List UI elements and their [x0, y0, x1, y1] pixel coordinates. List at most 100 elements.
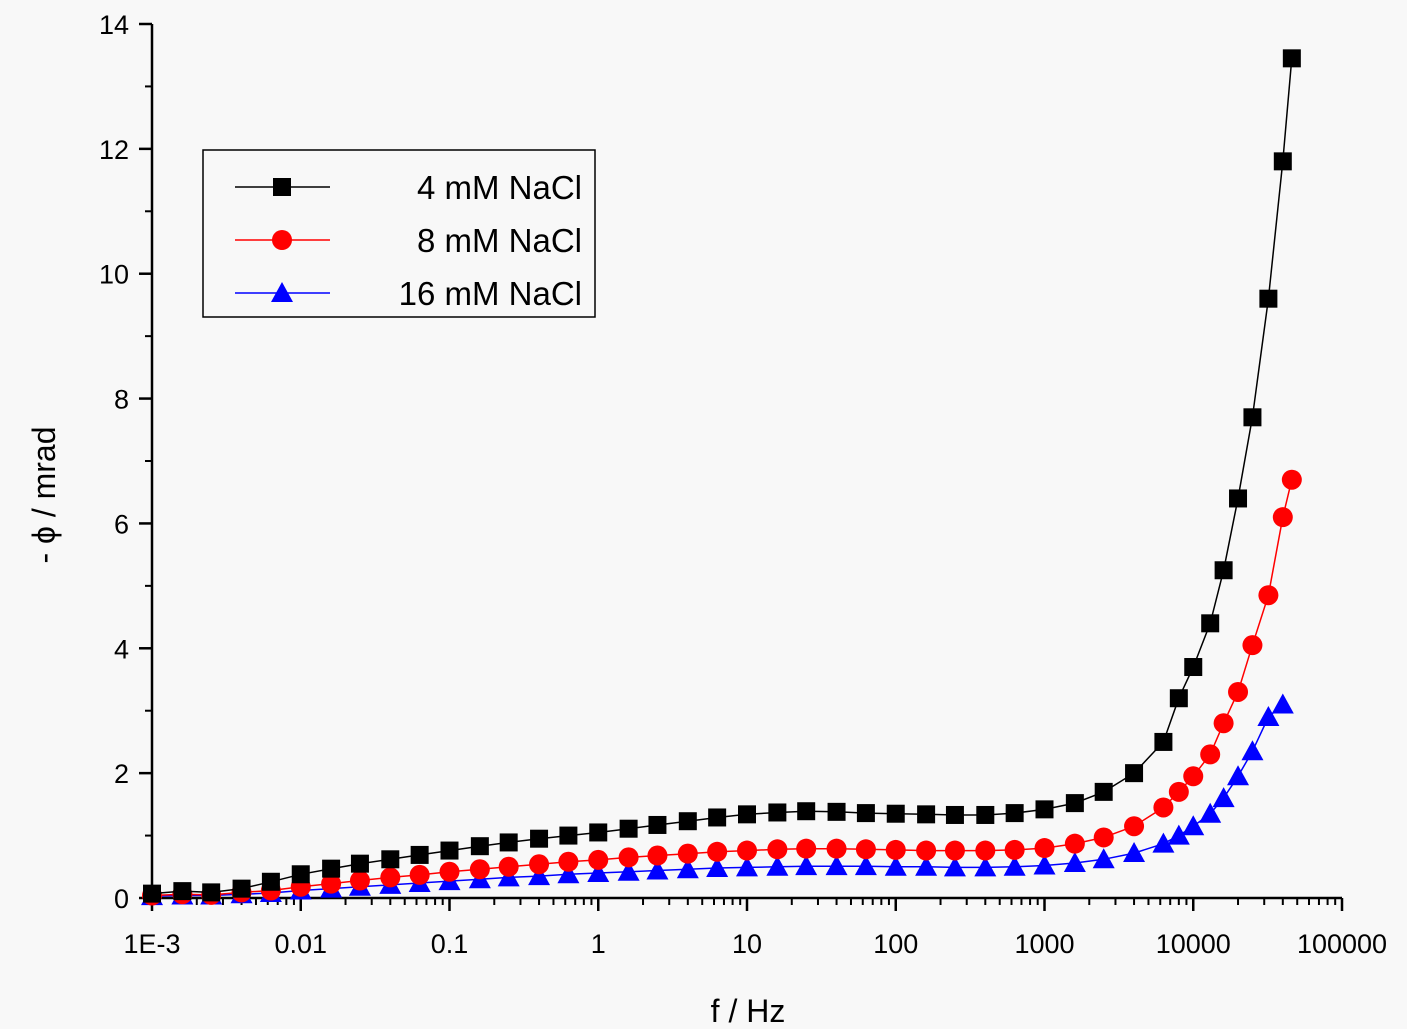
data-point: [1242, 635, 1263, 656]
data-point: [736, 856, 758, 877]
data-point: [617, 860, 640, 881]
data-point: [321, 873, 342, 894]
data-point: [1282, 49, 1301, 68]
legend-marker: [273, 178, 291, 196]
data-point: [738, 805, 756, 824]
data-point: [1257, 705, 1280, 726]
y-tick-label: 4: [114, 634, 129, 664]
data-point: [232, 879, 251, 898]
data-point: [1005, 804, 1024, 823]
data-point: [1229, 489, 1248, 508]
data-point: [1168, 781, 1189, 802]
data-point: [350, 854, 369, 873]
data-point: [856, 804, 875, 823]
data-point: [587, 862, 610, 883]
data-point: [648, 815, 667, 834]
data-point: [1243, 408, 1262, 427]
data-point: [855, 839, 876, 860]
y-axis-label: - ϕ / mrad: [26, 426, 62, 563]
data-point: [1033, 854, 1056, 875]
data-point: [1271, 693, 1294, 714]
data-point: [1125, 764, 1144, 783]
data-point: [1213, 713, 1234, 734]
data-point: [202, 883, 221, 902]
data-point: [884, 855, 907, 876]
x-tick-label: 0.01: [274, 929, 327, 959]
data-point: [530, 829, 549, 848]
data-point: [706, 857, 729, 878]
data-point: [143, 884, 161, 903]
data-point: [588, 849, 609, 870]
data-point: [1228, 681, 1249, 702]
data-point: [1227, 765, 1250, 786]
x-tick-label: 10: [732, 929, 762, 959]
x-tick-label: 100: [873, 929, 918, 959]
data-point: [322, 859, 341, 878]
data-point: [944, 840, 965, 861]
data-point: [1214, 561, 1233, 580]
data-point: [469, 859, 490, 880]
y-tick-label: 12: [99, 135, 129, 165]
data-point: [945, 805, 964, 824]
legend-label: 4 mM NaCl: [417, 169, 582, 206]
data-point: [291, 865, 310, 884]
y-tick-label: 10: [99, 260, 129, 290]
x-tick-label: 1E-3: [123, 929, 180, 959]
data-point: [1035, 800, 1054, 819]
y-tick-label: 2: [114, 759, 129, 789]
data-point: [381, 850, 400, 869]
data-point: [1281, 469, 1302, 490]
data-point: [943, 856, 966, 877]
x-tick-label: 100000: [1297, 929, 1387, 959]
data-point: [439, 861, 460, 882]
x-axis-label: f / Hz: [711, 993, 786, 1029]
series-square: [143, 49, 1301, 903]
data-point: [1004, 839, 1025, 860]
data-point: [917, 805, 936, 824]
data-point: [470, 837, 489, 856]
data-point: [676, 858, 699, 879]
legend-marker: [271, 282, 293, 302]
x-tick-label: 10000: [1156, 929, 1231, 959]
series-line: [151, 58, 1293, 895]
data-point: [767, 839, 788, 860]
axes: 1E-3 0.01 0.1 1 10 100 1000 10000 100000 0 2 4 6 8 10 1…: [99, 10, 1387, 959]
data-point: [1259, 289, 1278, 308]
data-point: [737, 840, 757, 861]
data-point: [618, 847, 639, 868]
data-point: [1092, 848, 1115, 869]
data-point: [1094, 782, 1113, 801]
data-point: [558, 851, 579, 872]
data-point: [1153, 797, 1174, 818]
data-point: [677, 843, 698, 864]
data-point: [647, 845, 668, 866]
data-point: [1183, 766, 1204, 787]
legend-label: 8 mM NaCl: [417, 222, 582, 259]
legend-marker: [272, 230, 292, 250]
data-point: [766, 855, 789, 876]
data-point: [498, 856, 519, 877]
data-point: [1003, 855, 1026, 876]
data-point: [1167, 824, 1190, 845]
data-point: [1124, 816, 1145, 837]
legend: 4 mM NaCl 8 mM NaCl 16 mM NaCl: [202, 149, 596, 318]
data-point: [854, 855, 877, 876]
legend-label: 16 mM NaCl: [399, 275, 582, 312]
data-point: [707, 841, 728, 862]
data-point: [409, 864, 430, 885]
data-point: [499, 833, 518, 852]
data-point: [1123, 842, 1146, 863]
data-point: [1065, 794, 1084, 813]
data-point: [885, 839, 906, 860]
data-point: [1152, 832, 1175, 853]
data-point: [975, 840, 996, 861]
data-point: [1182, 815, 1205, 836]
data-point: [708, 808, 727, 827]
series-triangle: [141, 693, 1294, 906]
data-point: [1063, 852, 1086, 873]
data-point: [1093, 827, 1114, 848]
data-point: [380, 867, 401, 888]
data-point: [886, 804, 905, 823]
data-point: [796, 838, 817, 859]
y-tick-label: 14: [99, 10, 129, 40]
